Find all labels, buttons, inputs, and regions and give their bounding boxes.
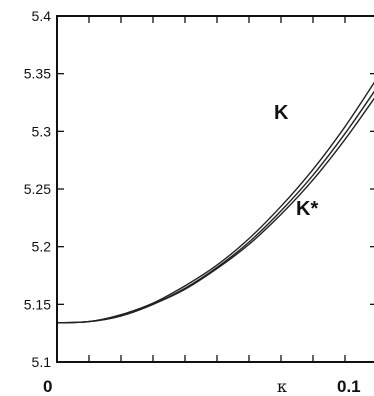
plot-frame [56,15,374,363]
y-tick-label: 5.1 [32,354,52,370]
series-line-2 [56,97,374,324]
y-tick-label: 5.4 [32,8,52,24]
x-axis-label: κ [277,377,287,396]
y-tick-label: 5.15 [24,296,51,312]
ticks [56,15,374,363]
x-tick-label-end: 0.1 [337,377,361,396]
series-line-1 [56,90,374,324]
y-tick-label: 5.35 [24,66,51,82]
series-line-0 [56,81,374,324]
y-tick-labels: 5.1 5.15 5.2 5.25 5.3 5.35 5.4 [24,8,51,370]
curve-label-k-star: K* [296,198,318,220]
y-tick-label: 5.2 [32,239,52,255]
y-tick-label: 5.3 [32,123,52,139]
curve-label-k: K [274,102,289,124]
x-tick-label-start: 0 [43,377,52,396]
curves [56,81,374,324]
y-tick-label: 5.25 [24,181,51,197]
